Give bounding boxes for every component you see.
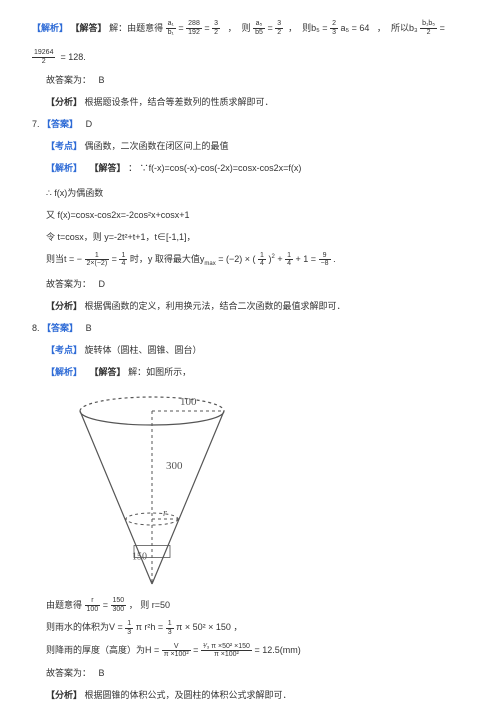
answer-letter: D (86, 119, 93, 129)
answer-tag: 【答案】 (42, 119, 78, 129)
frac: ¹⁄₃ π ×50² ×150π ×100² (201, 643, 252, 659)
q7-analysis: 【分析】 根据偶函数的定义，利用换元法，结合二次函数的最值求解即可． (46, 298, 468, 314)
q8-solve: 【解析】 【解答】 解：如图所示， (46, 364, 468, 380)
point-tag: 【考点】 (46, 345, 82, 355)
frac: a₁b₁ (166, 20, 176, 36)
frac: 192642 (32, 49, 55, 65)
frac: 9−8 (319, 252, 331, 268)
answer-letter: B (99, 75, 105, 85)
frac: 32 (212, 20, 220, 36)
q7-trig: 又 f(x)=cosx-cos2x=-2cos²x+cosx+1 (46, 207, 468, 223)
q7-even: ∴ f(x)为偶函数 (46, 185, 468, 201)
solve-tag: 【解答】 (71, 23, 107, 33)
q6-answer-line: 故答案为： B (46, 72, 468, 88)
q8-given: 由题意得 r100 = 150300 ， 则 r=50 (46, 597, 468, 614)
solve-tag: 【解答】 (90, 163, 126, 173)
svg-text:300: 300 (166, 460, 183, 472)
q6-solution-line1: 【解析】 【解答】 解：由题意得 a₁b₁ = 288192 = 32 ， 则 … (32, 20, 468, 37)
frac: 13 (125, 620, 133, 636)
frac: 32 (275, 20, 283, 36)
q6-solution-line2: 192642 = 128. (32, 49, 468, 66)
frac: 14 (119, 252, 127, 268)
q8-point: 【考点】 旋转体（圆柱、圆锥、圆台） (46, 342, 468, 358)
analysis-tag: 【解析】 (32, 23, 68, 33)
frac: a₅b5 (253, 20, 265, 36)
answer-tag: 【答案】 (42, 323, 78, 333)
q8-height: 则降雨的厚度（高度）为H = Vπ ×100² = ¹⁄₃ π ×50² ×15… (46, 642, 468, 659)
analysis-tag: 【解析】 (46, 163, 82, 173)
q8-answer: 故答案为： B (46, 665, 468, 681)
q8-volume: 则雨水的体积为V = 13 π r²h = 13 π × 50² × 150 ， (46, 619, 468, 636)
q7-header: 7. 【答案】 D (32, 116, 468, 132)
q7-when: 则当t = − 12×(−2) = 14 时，y 取得最大值ymax = (−2… (46, 251, 468, 270)
analysis-tag: 【解析】 (46, 367, 82, 377)
frac: 288192 (186, 20, 202, 36)
frac: 14 (258, 252, 266, 268)
q7-answer: 故答案为： D (46, 276, 468, 292)
frac: 150300 (111, 597, 127, 613)
q7-solve: 【解析】 【解答】 ： ∵f(-x)=cos(-x)-cos(-2x)=cosx… (46, 160, 468, 176)
svg-text:100: 100 (180, 396, 197, 408)
q8-header: 8. 【答案】 B (32, 320, 468, 336)
frac: 23 (330, 20, 338, 36)
frac: 13 (166, 620, 174, 636)
cone-figure: 100300r150 (62, 389, 468, 589)
frac: b₁b₅2 (420, 20, 437, 36)
frac: 14 (285, 252, 293, 268)
text: 解：由题意得 (109, 23, 163, 33)
q7-point: 【考点】 偶函数，二次函数在闭区间上的最值 (46, 138, 468, 154)
q8-analysis: 【分析】 根据圆锥的体积公式，及圆柱的体积公式求解即可． (46, 687, 468, 703)
frac: Vπ ×100² (162, 643, 191, 659)
frac: r100 (85, 597, 101, 613)
solve-tag: 【解答】 (90, 367, 126, 377)
svg-text:r: r (163, 508, 167, 519)
q6-analysis-line: 【分析】 根据题设条件，结合等差数列的性质求解即可． (46, 94, 468, 110)
q7-let: 令 t=cosx，则 y=-2t²+t+1，t∈[-1,1]， (46, 229, 468, 245)
frac: 12×(−2) (85, 252, 110, 268)
point-tag: 【考点】 (46, 141, 82, 151)
